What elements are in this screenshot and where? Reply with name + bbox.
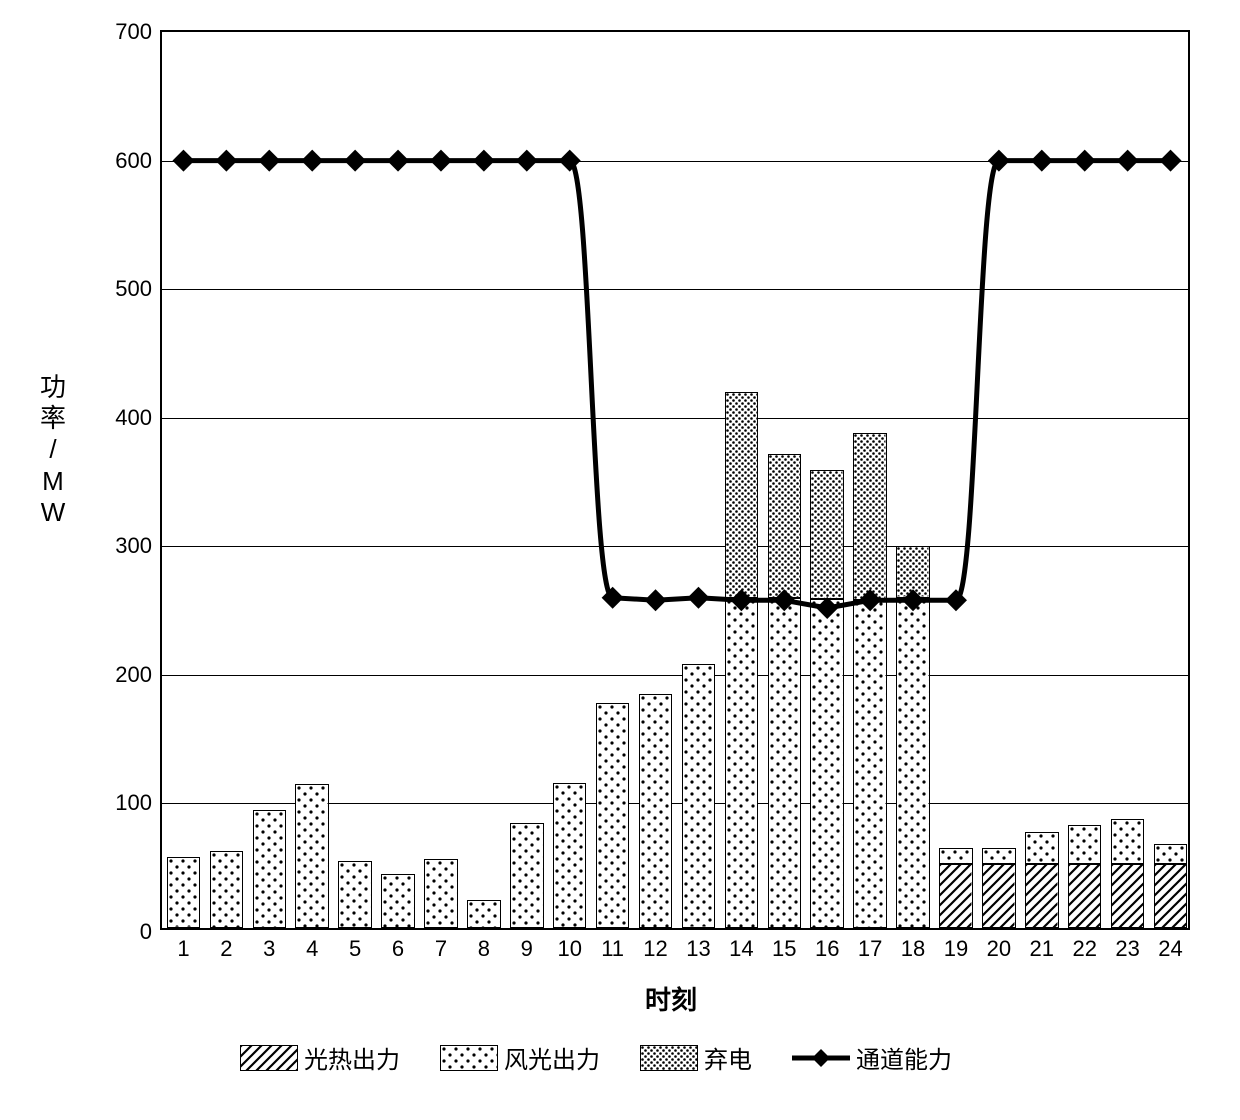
y-axis-label: 功率/MW — [40, 372, 66, 528]
legend-label: 通道能力 — [856, 1040, 952, 1075]
line-marker — [859, 589, 881, 611]
line-marker — [988, 150, 1010, 172]
xtick-label: 15 — [772, 936, 796, 962]
xtick-label: 10 — [557, 936, 581, 962]
line-marker — [1031, 150, 1053, 172]
xtick-label: 5 — [349, 936, 361, 962]
legend-label: 光热出力 — [304, 1040, 400, 1075]
legend-label: 弃电 — [704, 1040, 752, 1075]
xtick-label: 8 — [478, 936, 490, 962]
xtick-label: 21 — [1030, 936, 1054, 962]
legend-item-guangre: 光热出力 — [240, 1040, 400, 1075]
line-marker — [816, 597, 838, 619]
xtick-label: 23 — [1115, 936, 1139, 962]
xtick-label: 22 — [1072, 936, 1096, 962]
legend-item-qidian: 弃电 — [640, 1040, 752, 1075]
legend-swatch — [240, 1045, 298, 1071]
ytick-label: 100 — [115, 790, 152, 816]
legend-label: 风光出力 — [504, 1040, 600, 1075]
ytick-label: 500 — [115, 276, 152, 302]
ylabel-char: 率 — [40, 403, 66, 434]
line-marker — [344, 150, 366, 172]
xtick-label: 6 — [392, 936, 404, 962]
legend-swatch — [440, 1045, 498, 1071]
xtick-label: 3 — [263, 936, 275, 962]
legend-item-fengguang: 风光出力 — [440, 1040, 600, 1075]
xtick-label: 11 — [601, 936, 624, 962]
x-axis-label: 时刻 — [645, 980, 697, 1017]
xtick-label: 18 — [901, 936, 925, 962]
line-marker — [1117, 150, 1139, 172]
line-marker — [473, 150, 495, 172]
ylabel-char: 功 — [40, 372, 66, 403]
plot-area: 0100200300400500600700123456789101112131… — [160, 30, 1190, 930]
xtick-label: 13 — [686, 936, 710, 962]
legend-swatch — [640, 1045, 698, 1071]
ytick-label: 700 — [115, 19, 152, 45]
line-marker — [1160, 150, 1182, 172]
line-marker — [773, 589, 795, 611]
chart-container: 0100200300400500600700123456789101112131… — [20, 20, 1220, 1100]
ytick-label: 200 — [115, 662, 152, 688]
xtick-label: 19 — [944, 936, 968, 962]
xtick-label: 17 — [858, 936, 882, 962]
line-marker — [902, 589, 924, 611]
line-marker — [387, 150, 409, 172]
xtick-label: 24 — [1158, 936, 1182, 962]
line-marker — [516, 150, 538, 172]
line-marker — [559, 150, 581, 172]
xtick-label: 20 — [987, 936, 1011, 962]
ytick-label: 0 — [140, 919, 152, 945]
line-marker — [215, 150, 237, 172]
ylabel-char: W — [40, 497, 66, 528]
xtick-label: 9 — [521, 936, 533, 962]
ytick-label: 300 — [115, 533, 152, 559]
xtick-label: 12 — [643, 936, 667, 962]
ylabel-char: M — [40, 466, 66, 497]
xtick-label: 2 — [220, 936, 232, 962]
ytick-label: 600 — [115, 148, 152, 174]
line-marker — [602, 587, 624, 609]
line-series — [162, 32, 1192, 932]
xtick-label: 16 — [815, 936, 839, 962]
xtick-label: 1 — [177, 936, 189, 962]
line-marker — [730, 589, 752, 611]
line-marker — [430, 150, 452, 172]
xtick-label: 4 — [306, 936, 318, 962]
xtick-label: 7 — [435, 936, 447, 962]
line-marker — [645, 589, 667, 611]
ylabel-char: / — [40, 434, 66, 465]
line-marker — [1074, 150, 1096, 172]
line-marker — [258, 150, 280, 172]
xtick-label: 14 — [729, 936, 753, 962]
line-marker — [687, 587, 709, 609]
line-marker — [945, 589, 967, 611]
legend-line-swatch — [792, 1045, 850, 1071]
line-marker — [301, 150, 323, 172]
line-marker — [172, 150, 194, 172]
ytick-label: 400 — [115, 405, 152, 431]
legend: 光热出力 风光出力 弃电 通道能力 — [240, 1040, 952, 1075]
legend-item-line: 通道能力 — [792, 1040, 952, 1075]
